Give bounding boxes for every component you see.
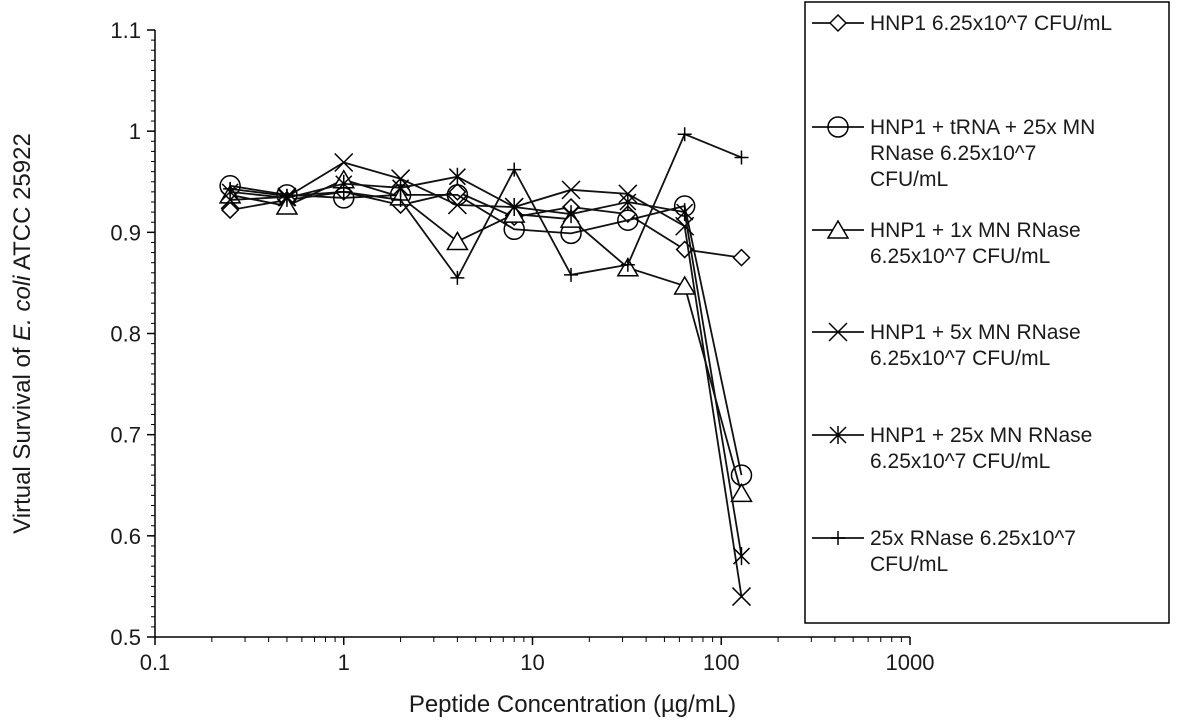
data-point-asterisk xyxy=(619,192,637,211)
data-point-plus xyxy=(734,150,749,165)
y-axis-title-part: Virtual Survival of xyxy=(9,341,36,534)
legend-swatch-circle xyxy=(827,116,849,138)
data-point-plus xyxy=(336,184,351,199)
legend-label: RNase 6.25x10^7 xyxy=(870,142,1036,165)
y-tick-label: 0.9 xyxy=(110,220,141,245)
series-line xyxy=(230,161,743,597)
data-point-x xyxy=(391,169,411,189)
data-point-plus xyxy=(393,192,408,207)
legend-swatch-x xyxy=(828,322,848,342)
series-line xyxy=(229,133,742,280)
data-point-asterisk xyxy=(562,205,580,224)
data-point-plus xyxy=(279,188,294,203)
series-triangle xyxy=(218,169,753,503)
x-tick-label: 1000 xyxy=(886,650,935,675)
series-line xyxy=(229,184,743,476)
x-tick-label: 0.1 xyxy=(140,650,171,675)
data-point-plus xyxy=(620,257,635,272)
legend-label: 25x RNase 6.25x10^7 xyxy=(870,527,1076,550)
legend-label: HNP1 + 5x MN RNase xyxy=(870,321,1081,344)
data-point-triangle xyxy=(730,482,753,503)
data-point-asterisk xyxy=(505,198,523,217)
y-tick-label: 0.8 xyxy=(110,322,141,347)
y-tick-label: 1.1 xyxy=(110,18,141,43)
legend-entry: HNP1 6.25x10^7 CFU/mL xyxy=(812,12,1112,35)
data-point-x xyxy=(731,587,752,607)
series-line xyxy=(230,175,743,557)
y-tick-label: 0.7 xyxy=(110,423,141,448)
data-point-triangle xyxy=(446,230,469,251)
data-point-plus xyxy=(677,127,692,142)
data-point-x xyxy=(447,195,467,215)
y-axis-title: Virtual Survival of E. coli ATCC 25922 xyxy=(9,133,36,534)
data-point-plus xyxy=(564,267,579,282)
legend-swatch-triangle xyxy=(826,219,850,239)
legend-swatch-plus xyxy=(831,531,845,545)
x-tick-label: 1 xyxy=(338,650,350,675)
x-axis-title: Peptide Concentration (µg/mL) xyxy=(409,691,736,718)
x-tick-label: 100 xyxy=(703,650,740,675)
series-layer xyxy=(218,127,753,607)
legend-entry: HNP1 + 25x MN RNase 6.25x10^7 CFU/mL xyxy=(812,424,1092,473)
y-axis-title-part: ATCC 25922 xyxy=(9,133,36,275)
legend-entry: HNP1 + 1x MN RNase 6.25x10^7 CFU/mL xyxy=(812,219,1081,268)
axes: 0.5 0.6 0.7 0.8 0.9 1 1.1 0.1 1 10 100 1000 Peptide … xyxy=(9,18,934,718)
legend-entry: HNP1 + 5x MN RNase 6.25x10^7 CFU/mL xyxy=(812,321,1081,370)
series-plus xyxy=(223,127,749,285)
legend-label: HNP1 + 1x MN RNase xyxy=(870,219,1081,242)
data-point-diamond xyxy=(221,201,240,220)
legend-label: CFU/mL xyxy=(870,168,948,191)
data-point-plus xyxy=(507,162,522,177)
legend-label: 6.25x10^7 CFU/mL xyxy=(870,347,1050,370)
data-point-x xyxy=(334,152,354,173)
data-point-x xyxy=(561,180,581,200)
legend-label: 6.25x10^7 CFU/mL xyxy=(870,450,1050,473)
data-point-asterisk xyxy=(448,167,466,186)
legend-label: HNP1 + 25x MN RNase xyxy=(870,424,1092,447)
data-point-asterisk xyxy=(732,547,751,566)
legend-box xyxy=(804,1,1170,624)
data-point-diamond xyxy=(732,248,751,267)
legend: HNP1 6.25x10^7 CFU/mL HNP1 + tRNA + 25x M… xyxy=(804,1,1170,624)
legend-label: CFU/mL xyxy=(870,553,948,576)
y-tick-label: 1 xyxy=(129,119,141,144)
x-tick-label: 10 xyxy=(520,650,544,675)
legend-label: 6.25x10^7 CFU/mL xyxy=(870,245,1050,268)
legend-label: HNP1 6.25x10^7 CFU/mL xyxy=(870,12,1112,35)
data-point-triangle xyxy=(673,275,696,295)
data-point-diamond xyxy=(448,182,467,201)
legend-entry: 25x RNase 6.25x10^7 CFU/mL xyxy=(812,527,1076,576)
y-axis-title-part: E. coli xyxy=(9,275,36,341)
series-x xyxy=(220,152,752,607)
legend-entry: HNP1 + tRNA + 25x MN RNase 6.25x10^7 CFU/m… xyxy=(812,116,1095,191)
data-point-plus xyxy=(223,181,238,196)
y-tick-label: 0.6 xyxy=(110,524,141,549)
data-point-asterisk xyxy=(676,203,694,222)
series-line xyxy=(229,178,743,494)
data-point-plus xyxy=(450,270,465,285)
legend-swatch-diamond xyxy=(828,13,848,33)
data-point-x xyxy=(675,216,695,236)
y-tick-label: 0.5 xyxy=(110,625,141,650)
legend-label: HNP1 + tRNA + 25x MN xyxy=(870,116,1095,139)
legend-swatch-asterisk xyxy=(829,426,847,444)
